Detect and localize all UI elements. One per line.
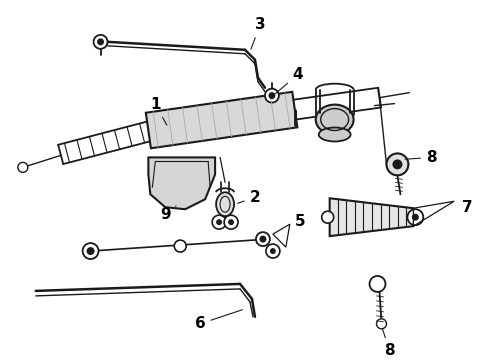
Circle shape bbox=[269, 92, 275, 99]
Ellipse shape bbox=[318, 127, 351, 141]
Circle shape bbox=[259, 235, 267, 243]
Text: 3: 3 bbox=[251, 17, 265, 49]
Circle shape bbox=[376, 319, 387, 329]
Text: 8: 8 bbox=[382, 328, 395, 358]
Circle shape bbox=[18, 162, 28, 172]
Circle shape bbox=[87, 247, 95, 255]
Text: 1: 1 bbox=[150, 97, 167, 125]
Circle shape bbox=[224, 215, 238, 229]
Text: 8: 8 bbox=[405, 150, 437, 165]
Circle shape bbox=[97, 39, 104, 45]
Circle shape bbox=[270, 248, 276, 254]
Text: 4: 4 bbox=[275, 67, 303, 94]
Circle shape bbox=[266, 244, 280, 258]
Text: 9: 9 bbox=[160, 206, 176, 222]
Circle shape bbox=[387, 153, 408, 175]
Circle shape bbox=[407, 209, 423, 225]
Circle shape bbox=[212, 215, 226, 229]
Ellipse shape bbox=[316, 105, 354, 135]
Polygon shape bbox=[148, 157, 215, 209]
Circle shape bbox=[216, 219, 222, 225]
Circle shape bbox=[265, 89, 279, 103]
Circle shape bbox=[174, 240, 186, 252]
Circle shape bbox=[322, 211, 334, 223]
Text: 5: 5 bbox=[294, 214, 305, 229]
Polygon shape bbox=[146, 92, 297, 148]
Circle shape bbox=[369, 276, 386, 292]
Text: 2: 2 bbox=[238, 190, 260, 205]
Text: 6: 6 bbox=[195, 310, 243, 331]
Text: 7: 7 bbox=[462, 200, 472, 215]
Circle shape bbox=[228, 219, 234, 225]
Ellipse shape bbox=[216, 192, 234, 216]
Circle shape bbox=[392, 159, 402, 169]
Circle shape bbox=[256, 232, 270, 246]
Circle shape bbox=[83, 243, 98, 259]
Polygon shape bbox=[330, 198, 414, 236]
Circle shape bbox=[94, 35, 107, 49]
Circle shape bbox=[412, 214, 419, 221]
